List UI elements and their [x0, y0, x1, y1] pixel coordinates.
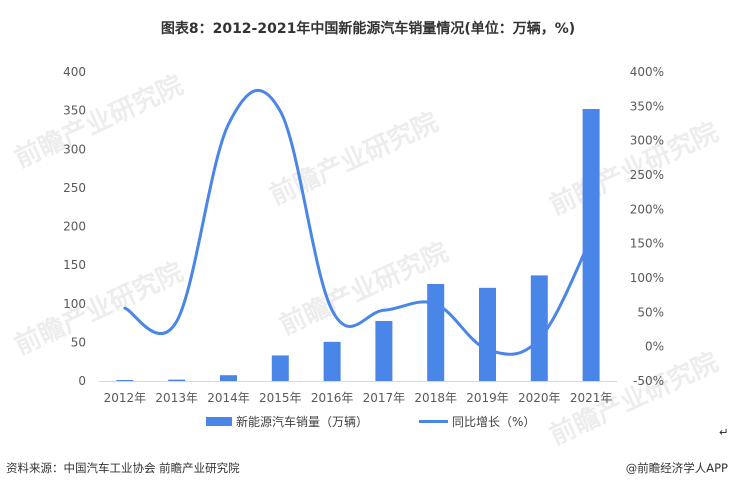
bar — [220, 375, 237, 381]
x-tick-label: 2020年 — [518, 391, 561, 405]
left-tick-label: 250 — [63, 181, 86, 195]
bar — [116, 379, 134, 381]
brand-text: @前瞻经济学人APP — [626, 461, 728, 475]
bar — [530, 275, 548, 381]
left-tick-label: 0 — [78, 374, 86, 388]
right-axis-ticks: -50% 0% 50% 100% 150% 200% 250% 300% 350% 400% — [630, 65, 664, 388]
left-axis-ticks: 0 50 100 150 200 250 300 350 400 — [63, 65, 86, 388]
left-tick-label: 350 — [63, 104, 86, 118]
bar — [375, 320, 393, 381]
left-tick-label: 200 — [63, 220, 86, 234]
growth-line — [123, 88, 593, 356]
x-tick-label: 2012年 — [104, 391, 147, 405]
bar — [323, 341, 341, 381]
x-tick-label: 2016年 — [311, 391, 354, 405]
legend-bar-label: 新能源汽车销量（万辆） — [236, 414, 368, 429]
left-tick-label: 50 — [71, 335, 86, 349]
right-tick-label: 250% — [630, 168, 664, 182]
bar — [479, 287, 496, 381]
left-tick-label: 150 — [63, 258, 86, 272]
bar — [427, 283, 445, 381]
x-axis-labels: 2012年 2013年 2014年 2015年 2016年 2017年 2018年 2019年… — [104, 391, 613, 405]
right-tick-label: 400% — [630, 65, 664, 79]
watermark-2: 前瞻产业研究院 — [265, 106, 443, 211]
right-tick-label: 0% — [645, 340, 664, 354]
legend-line-label: 同比增长（%） — [452, 415, 535, 429]
bar — [168, 379, 186, 381]
x-tick-label: 2015年 — [259, 391, 302, 405]
x-tick-label: 2021年 — [570, 391, 613, 405]
right-tick-label: 350% — [630, 99, 664, 113]
watermark-1: 前瞻产业研究院 — [10, 69, 188, 174]
x-tick-label: 2013年 — [155, 391, 198, 405]
left-tick-label: 300 — [63, 142, 86, 156]
right-tick-label: 150% — [630, 237, 664, 251]
bar — [271, 355, 289, 381]
right-tick-label: 200% — [630, 202, 664, 216]
return-mark: ↵ — [719, 425, 729, 439]
source-text: 资料来源：中国汽车工业协会 前瞻产业研究院 — [6, 461, 240, 475]
watermark-5: 前瞻产业研究院 — [275, 236, 453, 341]
right-tick-label: -50% — [633, 374, 664, 388]
bar-series — [116, 109, 600, 381]
watermark-4: 前瞻产业研究院 — [10, 256, 188, 361]
x-tick-label: 2014年 — [207, 391, 250, 405]
bar — [582, 109, 600, 381]
right-tick-label: 300% — [630, 134, 664, 148]
legend: 新能源汽车销量（万辆） 同比增长（%） — [206, 414, 535, 429]
x-tick-label: 2019年 — [466, 391, 509, 405]
x-tick-label: 2017年 — [363, 391, 406, 405]
right-tick-label: 100% — [630, 271, 664, 285]
legend-bar-swatch — [206, 417, 232, 426]
chart-title: 图表8：2012-2021年中国新能源汽车销量情况(单位：万辆，%) — [161, 20, 575, 37]
x-tick-label: 2018年 — [414, 391, 457, 405]
right-tick-label: 50% — [637, 305, 664, 319]
left-tick-label: 100 — [63, 297, 86, 311]
left-tick-label: 400 — [63, 65, 86, 79]
